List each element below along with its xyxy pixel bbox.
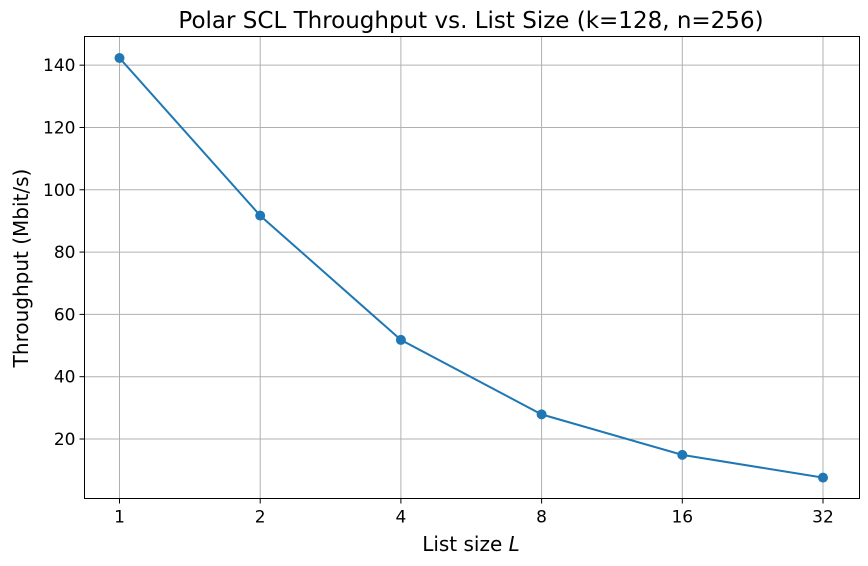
x-axis-label-text: List size xyxy=(422,532,508,556)
data-point xyxy=(255,210,266,221)
x-tick-label: 2 xyxy=(255,508,266,528)
chart-title: Polar SCL Throughput vs. List Size (k=12… xyxy=(178,8,763,34)
y-tick-label: 120 xyxy=(43,118,75,138)
x-tick-label: 8 xyxy=(536,508,547,528)
data-point xyxy=(818,472,828,483)
data-point xyxy=(677,449,688,460)
x-tick-label: 16 xyxy=(671,508,693,528)
plot-frame xyxy=(84,36,860,499)
data-point xyxy=(395,334,406,345)
y-axis-label: Throughput (Mbit/s) xyxy=(9,169,33,369)
y-tick-label: 140 xyxy=(43,56,75,76)
data-point xyxy=(536,409,547,420)
grid-lines xyxy=(84,36,860,499)
axis-ticks: 1 2 4 8 16 32 20 40 60 80 100 120 140 xyxy=(43,56,834,527)
y-tick-label: 100 xyxy=(43,181,75,201)
x-tick-label: 1 xyxy=(114,508,125,528)
data-point xyxy=(114,52,125,63)
y-tick-label: 40 xyxy=(54,368,76,388)
x-axis-label: List size L xyxy=(422,532,520,556)
y-tick-label: 20 xyxy=(54,430,76,450)
y-tick-label: 60 xyxy=(54,305,76,325)
y-tick-label: 80 xyxy=(54,243,76,263)
x-tick-label: 32 xyxy=(812,508,834,528)
x-tick-label: 4 xyxy=(395,508,406,528)
series-line xyxy=(118,57,824,479)
series-layer xyxy=(114,52,828,483)
x-axis-label-variable: L xyxy=(509,532,520,556)
